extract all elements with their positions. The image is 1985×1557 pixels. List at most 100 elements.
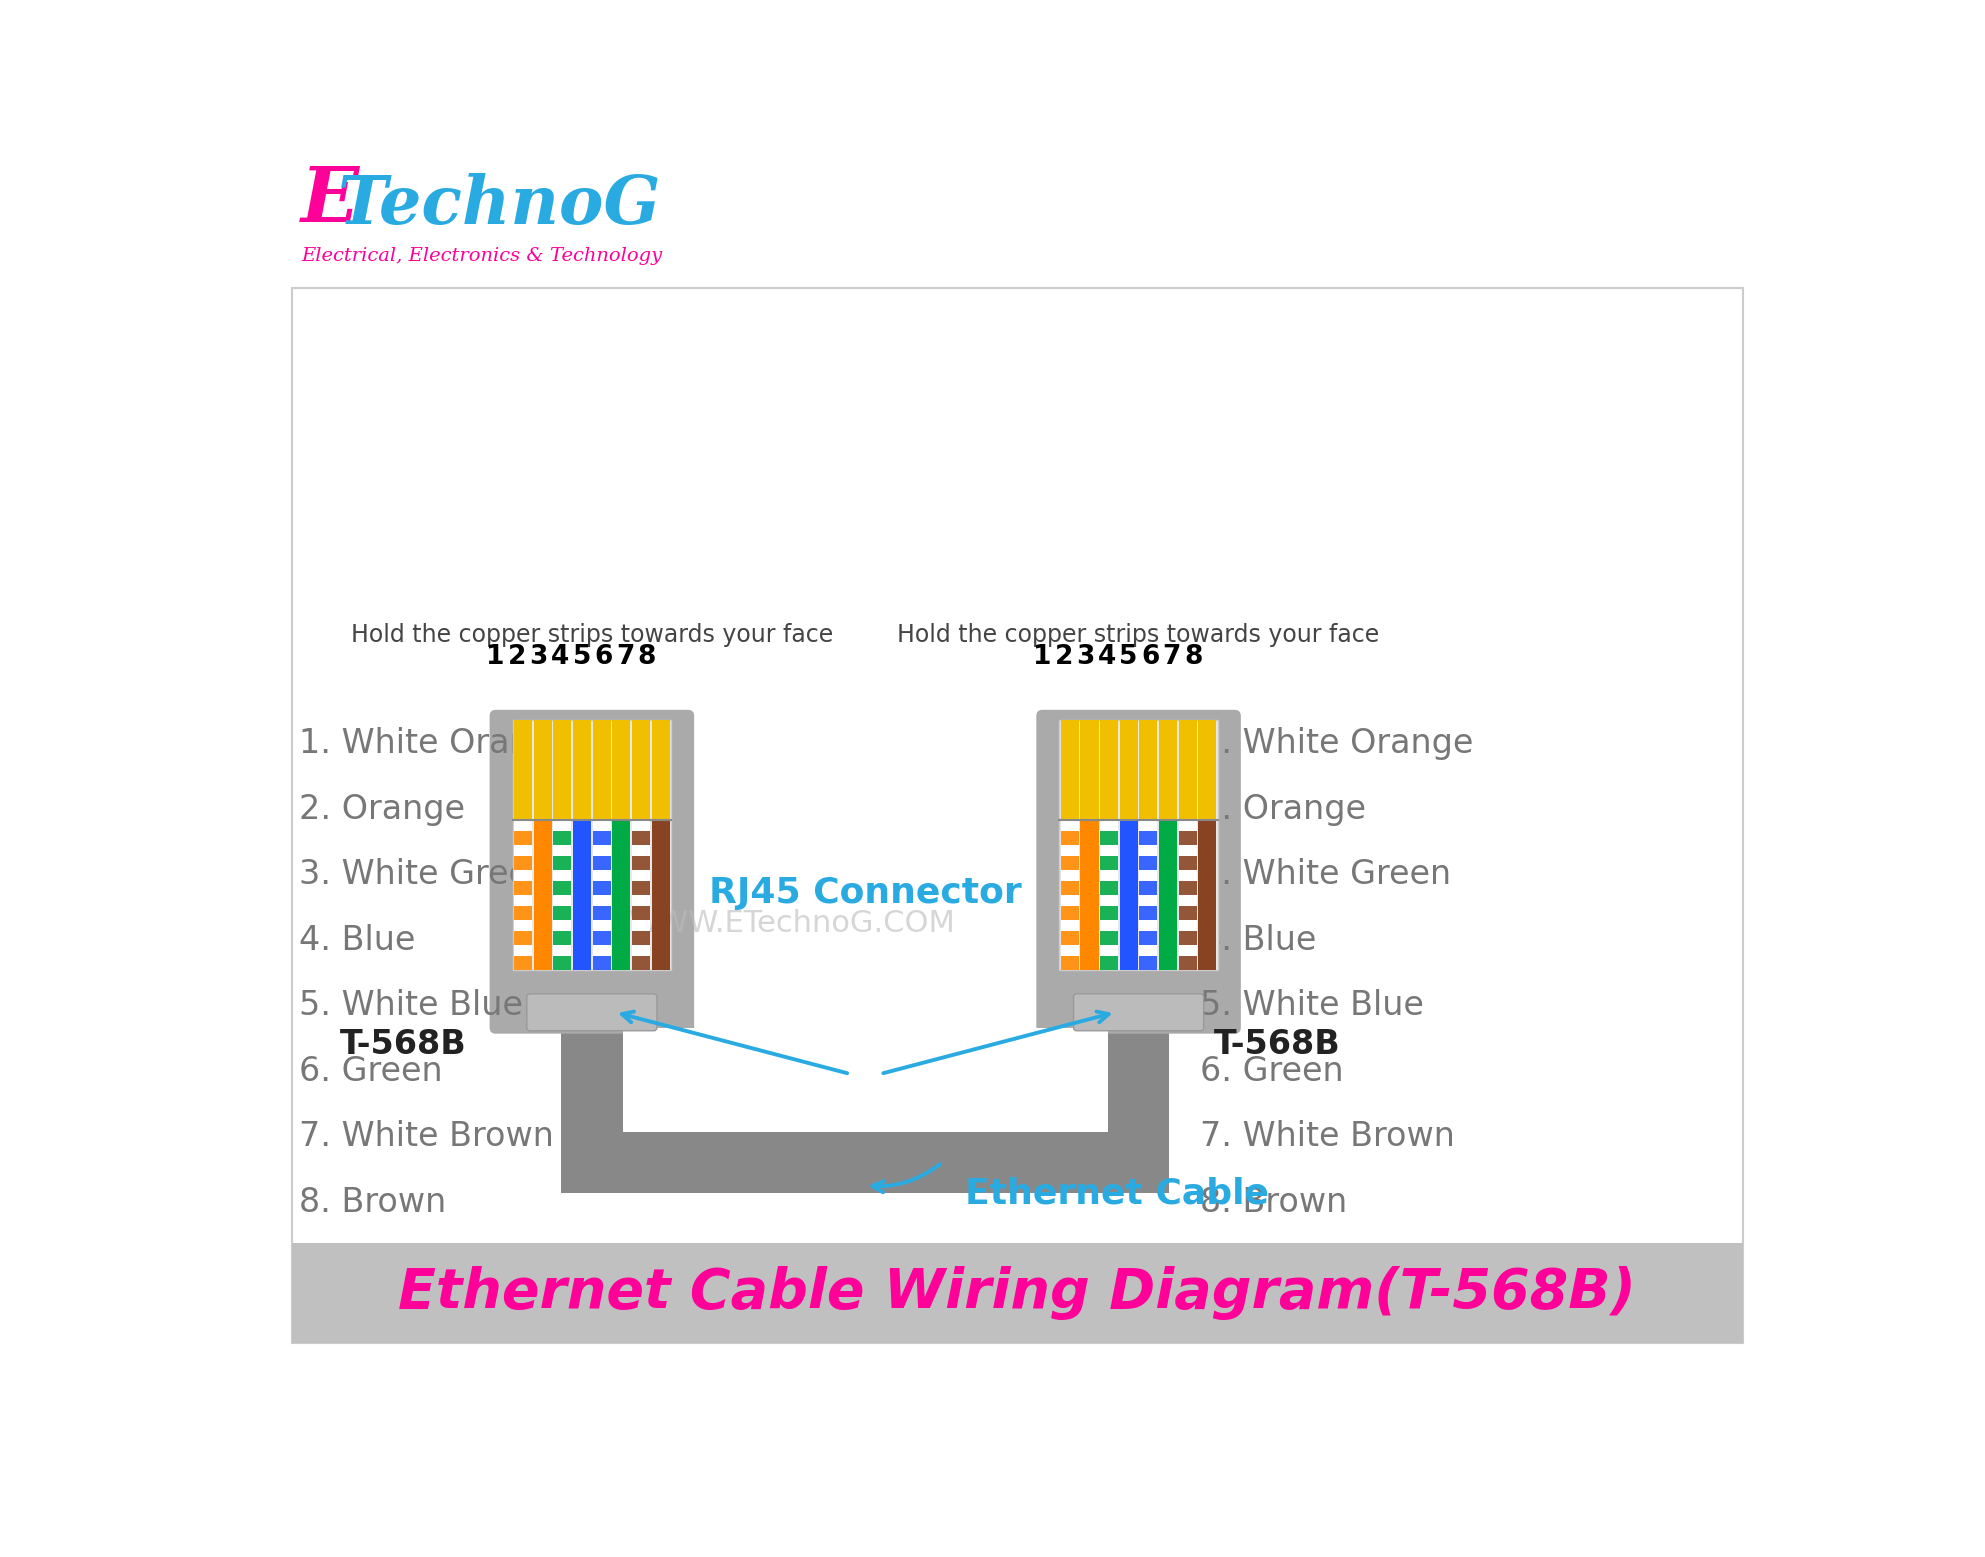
- Bar: [1139, 881, 1157, 895]
- Bar: [1060, 831, 1080, 845]
- Bar: [1100, 856, 1118, 870]
- Bar: [1060, 719, 1080, 821]
- Bar: [1139, 821, 1157, 970]
- Text: 5. White Blue: 5. White Blue: [1201, 989, 1423, 1023]
- Bar: [554, 821, 572, 970]
- Bar: [594, 821, 611, 970]
- Bar: [1120, 821, 1137, 970]
- Bar: [554, 881, 572, 895]
- Text: 7. White Brown: 7. White Brown: [300, 1119, 554, 1154]
- Text: RJ45 Connector: RJ45 Connector: [709, 877, 1022, 909]
- Bar: [1179, 881, 1197, 895]
- Bar: [514, 931, 532, 945]
- Bar: [554, 831, 572, 845]
- Bar: [554, 719, 572, 821]
- Text: T-568B: T-568B: [339, 1028, 466, 1060]
- Bar: [594, 856, 611, 870]
- Bar: [562, 1028, 623, 1132]
- Bar: [631, 906, 649, 920]
- Bar: [1100, 821, 1118, 970]
- Text: 5: 5: [574, 643, 592, 670]
- Bar: [1100, 931, 1118, 945]
- Text: 3. White Green: 3. White Green: [1201, 858, 1451, 891]
- Text: 8: 8: [1185, 643, 1203, 670]
- Text: 6. Green: 6. Green: [300, 1054, 443, 1088]
- Text: 4: 4: [552, 643, 570, 670]
- Text: 7: 7: [1163, 643, 1181, 670]
- Text: TechnoG: TechnoG: [337, 173, 661, 238]
- Bar: [514, 831, 532, 845]
- Bar: [631, 719, 649, 821]
- Text: Hold the copper strips towards your face: Hold the copper strips towards your face: [351, 623, 834, 646]
- Bar: [1080, 719, 1098, 821]
- Text: 3. White Green: 3. White Green: [300, 858, 550, 891]
- Bar: [1139, 856, 1157, 870]
- Bar: [1120, 719, 1137, 821]
- Bar: [1060, 931, 1080, 945]
- Bar: [514, 719, 532, 821]
- Bar: [1179, 906, 1197, 920]
- Bar: [651, 719, 669, 821]
- Bar: [1139, 831, 1157, 845]
- Bar: [1060, 821, 1080, 970]
- Bar: [631, 831, 649, 845]
- Text: 5: 5: [1120, 643, 1137, 670]
- Bar: [1199, 719, 1217, 821]
- Bar: [1060, 906, 1080, 920]
- Bar: [1060, 719, 1219, 970]
- Bar: [1100, 881, 1118, 895]
- Bar: [1108, 1028, 1169, 1132]
- Bar: [514, 856, 532, 870]
- Bar: [1179, 956, 1197, 970]
- Bar: [1179, 931, 1197, 945]
- Text: Hold the copper strips towards your face: Hold the copper strips towards your face: [897, 623, 1380, 646]
- Bar: [1100, 956, 1118, 970]
- Bar: [1179, 831, 1197, 845]
- Bar: [514, 906, 532, 920]
- Bar: [574, 821, 592, 970]
- Bar: [514, 821, 532, 970]
- Bar: [292, 288, 1743, 1344]
- Bar: [1060, 881, 1080, 895]
- Text: 5. White Blue: 5. White Blue: [300, 989, 524, 1023]
- Bar: [1060, 956, 1080, 970]
- Bar: [514, 956, 532, 970]
- Bar: [631, 956, 649, 970]
- Text: 4. Blue: 4. Blue: [300, 923, 415, 956]
- Text: 4: 4: [1098, 643, 1116, 670]
- Bar: [611, 719, 631, 821]
- Bar: [631, 931, 649, 945]
- Bar: [562, 1132, 1169, 1193]
- Text: 3: 3: [1076, 643, 1094, 670]
- Bar: [534, 719, 552, 821]
- Bar: [1100, 906, 1118, 920]
- Text: 2. Orange: 2. Orange: [300, 793, 464, 825]
- Bar: [631, 821, 649, 970]
- Text: Ethernet Cable: Ethernet Cable: [965, 1176, 1268, 1210]
- Bar: [1179, 719, 1197, 821]
- FancyBboxPatch shape: [526, 993, 657, 1031]
- Bar: [1159, 719, 1177, 821]
- Text: 2. Orange: 2. Orange: [1201, 793, 1366, 825]
- Bar: [1199, 821, 1217, 970]
- Text: 2: 2: [508, 643, 526, 670]
- Text: 2: 2: [1054, 643, 1074, 670]
- Bar: [631, 856, 649, 870]
- Bar: [1179, 821, 1197, 970]
- Bar: [651, 821, 669, 970]
- Text: 8. Brown: 8. Brown: [1201, 1185, 1348, 1219]
- Bar: [1060, 856, 1080, 870]
- Text: Ethernet Cable Wiring Diagram(T-568B): Ethernet Cable Wiring Diagram(T-568B): [399, 1266, 1636, 1320]
- Text: 3: 3: [530, 643, 548, 670]
- FancyBboxPatch shape: [1074, 993, 1203, 1031]
- Bar: [1080, 821, 1098, 970]
- Text: 7: 7: [615, 643, 633, 670]
- Bar: [1179, 856, 1197, 870]
- Bar: [292, 1244, 1743, 1344]
- Bar: [514, 881, 532, 895]
- Bar: [512, 719, 671, 970]
- Bar: [594, 831, 611, 845]
- Bar: [554, 956, 572, 970]
- Bar: [534, 821, 552, 970]
- Bar: [574, 719, 592, 821]
